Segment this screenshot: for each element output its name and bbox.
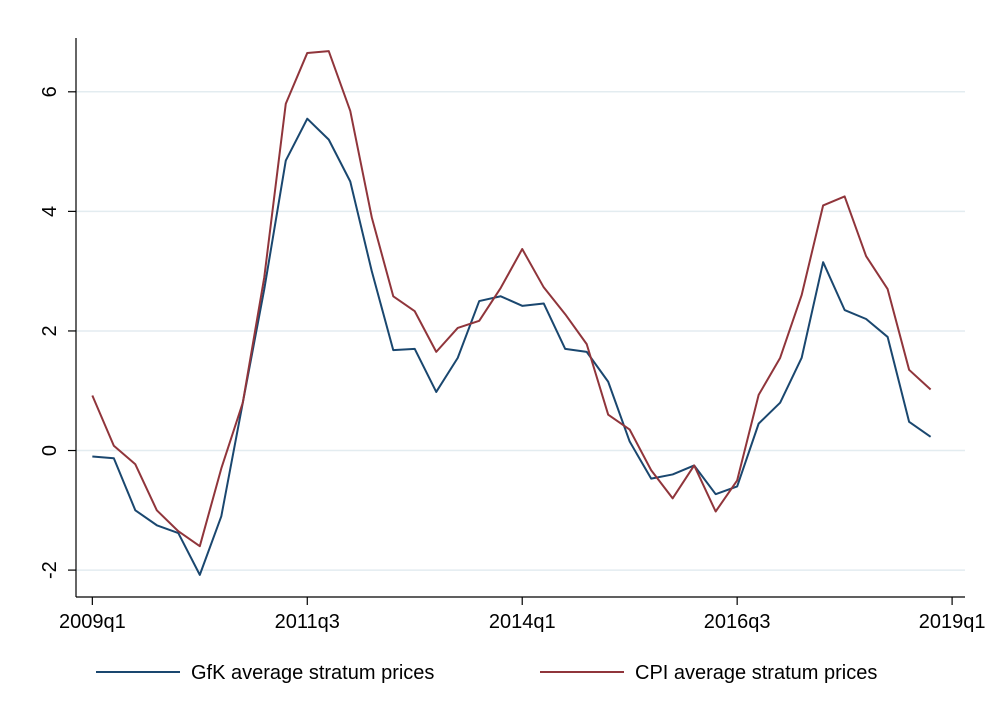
- series-line: [91, 50, 932, 548]
- legend-label: GfK average stratum prices: [191, 662, 434, 684]
- x-tick-label: 2014q1: [489, 611, 556, 633]
- y-tick-label: -2: [39, 561, 61, 579]
- x-tick-label: 2016q3: [704, 611, 771, 633]
- y-tick-label: 0: [39, 445, 61, 456]
- x-tick-label: 2009q1: [59, 611, 126, 633]
- x-tick-label: 2019q1: [919, 611, 986, 633]
- x-tick-label: 2011q3: [275, 611, 340, 633]
- y-tick-label: 6: [39, 86, 61, 97]
- y-tick-label: 4: [39, 206, 61, 217]
- series-line: [92, 117, 932, 576]
- legend-label: CPI average stratum prices: [635, 662, 877, 684]
- y-tick-label: 2: [39, 325, 61, 336]
